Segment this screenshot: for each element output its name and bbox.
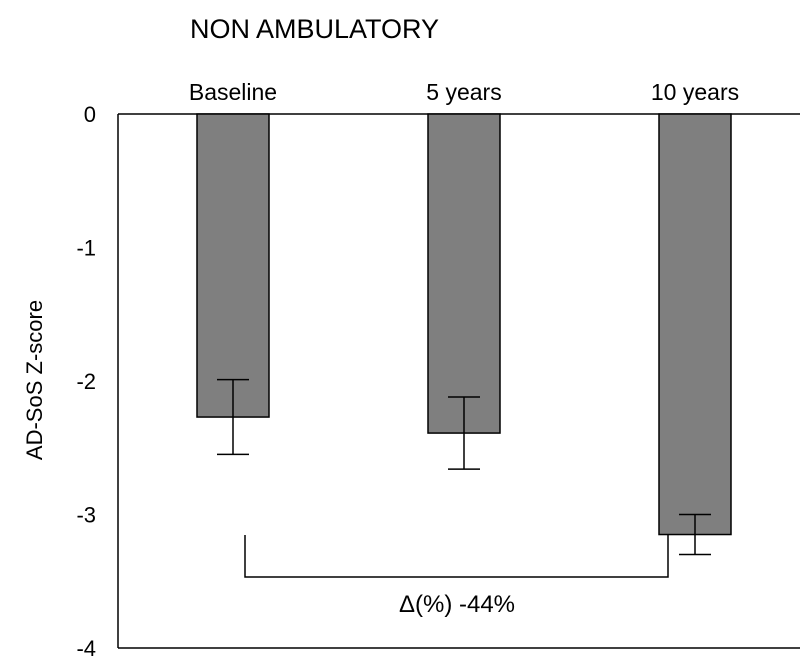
x-tick-label: Baseline [189, 79, 277, 105]
y-tick-label: 0 [84, 102, 96, 127]
chart-title: NON AMBULATORY [190, 14, 439, 44]
bar [427, 113, 501, 434]
y-axis-label: AD-SoS Z-score [22, 300, 47, 460]
x-tick-label: 10 years [651, 79, 739, 105]
y-tick-label: -1 [76, 236, 96, 261]
y-tick-label: -2 [76, 369, 96, 394]
y-tick-label: -3 [76, 503, 96, 528]
bar [196, 113, 270, 418]
comparison-bracket [244, 535, 669, 578]
y-tick-label: -4 [76, 636, 96, 661]
bar [658, 113, 732, 536]
x-tick-label: 5 years [426, 79, 501, 105]
bracket-annotation-label: Δ(%) -44% [399, 591, 515, 618]
plot-area: 0 -1 -2 -3 -4 Baseline 5 years 10 years [76, 79, 800, 661]
